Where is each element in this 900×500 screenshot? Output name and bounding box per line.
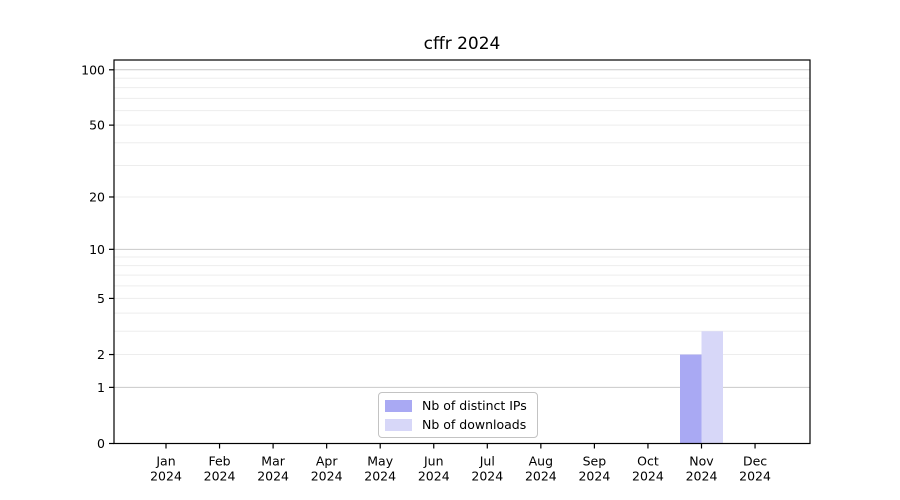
x-tick-label-month: Jan (155, 454, 175, 469)
x-tick-label-year: 2024 (686, 469, 718, 484)
x-tick-label-year: 2024 (418, 469, 450, 484)
x-tick-label-month: Jul (479, 454, 495, 469)
x-tick-label-year: 2024 (364, 469, 396, 484)
legend-swatch-distinct-ips (385, 399, 412, 412)
legend-label-downloads: Nb of downloads (422, 417, 527, 432)
legend-item-downloads: Nb of downloads (385, 417, 527, 432)
chart-title: cffr 2024 (423, 34, 501, 54)
y-tick-label: 100 (81, 62, 105, 77)
y-tick-label: 0 (97, 436, 105, 451)
x-tick-label-month: Dec (743, 454, 767, 469)
x-tick-label-month: Feb (208, 454, 230, 469)
y-tick-label: 50 (89, 118, 105, 133)
x-tick-label-month: Aug (529, 454, 553, 469)
y-tick-label: 20 (89, 189, 105, 204)
x-tick-label-year: 2024 (204, 469, 236, 484)
x-tick-label-year: 2024 (257, 469, 289, 484)
x-tick-label-month: Apr (316, 454, 338, 469)
x-tick-label-year: 2024 (632, 469, 664, 484)
x-tick-label-month: Nov (689, 454, 714, 469)
y-tick-label: 1 (97, 380, 105, 395)
x-tick-label-month: Jun (423, 454, 444, 469)
x-tick-label-year: 2024 (525, 469, 557, 484)
legend-label-distinct-ips: Nb of distinct IPs (422, 398, 527, 413)
x-tick-label-year: 2024 (471, 469, 503, 484)
x-tick-label-month: Mar (261, 454, 285, 469)
x-tick-label-year: 2024 (311, 469, 343, 484)
legend-item-distinct-ips: Nb of distinct IPs (385, 398, 527, 413)
plot-border (113, 59, 811, 445)
x-tick-label-year: 2024 (739, 469, 771, 484)
y-tick-label: 5 (97, 291, 105, 306)
x-tick-label-year: 2024 (150, 469, 182, 484)
x-tick-label-month: May (367, 454, 393, 469)
x-tick-label-month: Oct (637, 454, 659, 469)
y-tick-label: 2 (97, 347, 105, 362)
legend-swatch-downloads (385, 418, 412, 431)
x-tick-label-month: Sep (583, 454, 607, 469)
bar-downloads (701, 331, 723, 444)
legend: Nb of distinct IPs Nb of downloads (378, 392, 538, 438)
x-tick-label-year: 2024 (578, 469, 610, 484)
y-tick-label: 10 (89, 242, 105, 257)
bar-distinct-ips (680, 354, 702, 444)
